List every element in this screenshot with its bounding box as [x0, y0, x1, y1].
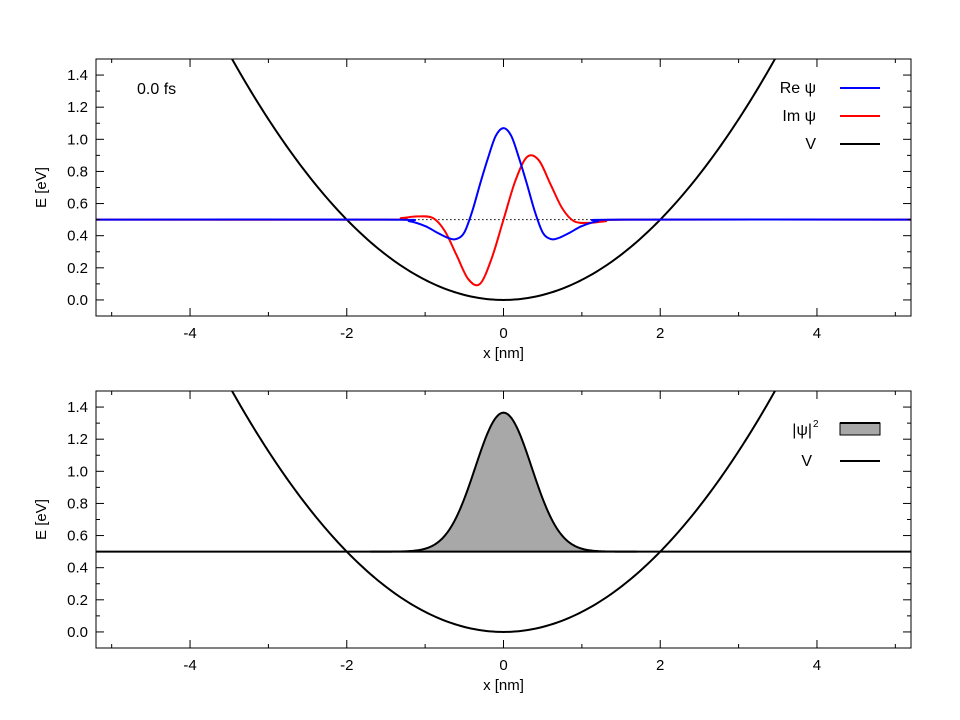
x-tick-label: -2: [340, 657, 353, 674]
y-tick-label: 0.6: [67, 528, 88, 545]
y-tick-label: 0.4: [67, 560, 88, 577]
x-tick-label: -2: [340, 325, 353, 342]
series-re-psi-line: [96, 127, 911, 241]
plot-frame: [95, 58, 912, 317]
y-tick-label: 1.4: [67, 399, 88, 416]
x-tick-label: 2: [656, 657, 664, 674]
legend-label-superscript: 2: [813, 419, 819, 430]
series-potential-line: [231, 59, 776, 301]
x-tick-label: 0: [499, 325, 507, 342]
y-tick-label: 0.0: [67, 624, 88, 641]
legend-label: V: [805, 136, 816, 153]
series-density-area: [370, 412, 637, 552]
legend-label: V: [801, 453, 812, 470]
y-tick-label: 0.8: [67, 163, 88, 180]
y-tick-label: 0.6: [67, 196, 88, 213]
y-tick-label: 0.0: [67, 292, 88, 309]
x-axis-label: x [nm]: [483, 345, 524, 362]
legend-label: |ψ|: [792, 422, 812, 439]
series-potential-line: [231, 391, 776, 633]
x-tick-label: 4: [813, 325, 821, 342]
plot-area: [96, 391, 911, 633]
y-tick-label: 1.0: [67, 463, 88, 480]
legend: Re ψ Im ψ V: [780, 80, 880, 153]
y-tick-label: 1.4: [67, 67, 88, 84]
legend: |ψ| 2 V: [792, 419, 881, 470]
x-tick-label: 4: [813, 657, 821, 674]
plot-frame: [95, 390, 912, 649]
legend-swatch-area: [839, 422, 881, 436]
y-tick-label: 1.2: [67, 431, 88, 448]
y-tick-label: 0.2: [67, 260, 88, 277]
y-tick-label: 0.4: [67, 228, 88, 245]
x-axis-label: x [nm]: [483, 677, 524, 694]
plot-area: [96, 59, 911, 301]
x-tick-label: 2: [656, 325, 664, 342]
legend-label: Im ψ: [782, 108, 816, 125]
top-panel-wavefunction: 0.0 fs x [nm] E [eV] -4 -2 0 2 4 0.0 0.2 0.4 0.6…: [33, 58, 912, 362]
y-axis-label: E [eV]: [33, 499, 50, 540]
x-tick-label: -4: [183, 657, 196, 674]
x-tick-label: 0: [499, 657, 507, 674]
x-tick-label: -4: [183, 325, 196, 342]
bottom-panel-density: x [nm] E [eV] -4 -2 0 2 4 0.0 0.2 0.4 0.6 0.8 1.0 1…: [33, 390, 912, 694]
y-tick-label: 0.8: [67, 495, 88, 512]
legend-label: Re ψ: [780, 80, 816, 97]
y-axis-label: E [eV]: [33, 167, 50, 208]
y-tick-label: 0.2: [67, 592, 88, 609]
time-annotation: 0.0 fs: [137, 81, 176, 98]
y-tick-label: 1.2: [67, 99, 88, 116]
y-tick-label: 1.0: [67, 131, 88, 148]
